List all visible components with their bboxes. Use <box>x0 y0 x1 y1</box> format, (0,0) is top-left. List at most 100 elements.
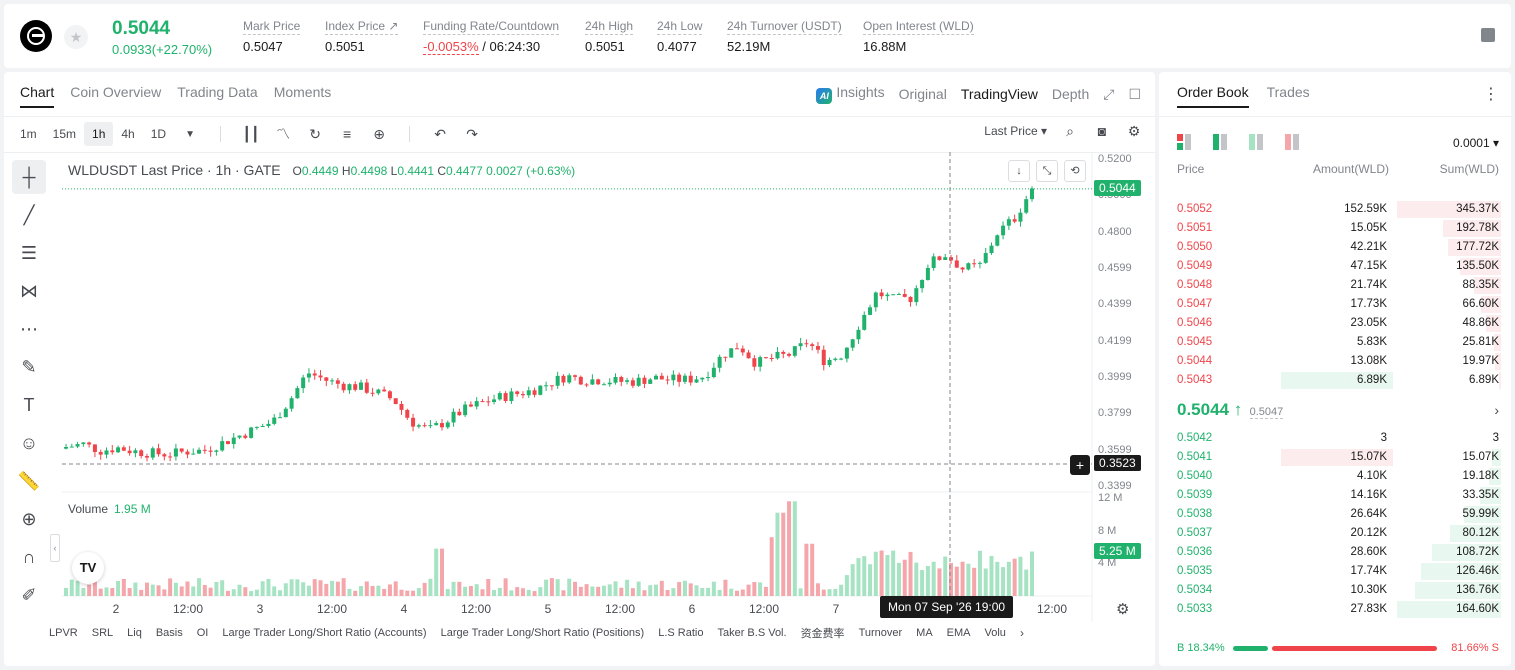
chevron-right-icon[interactable]: › <box>1019 626 1024 640</box>
add-order-icon[interactable]: + <box>1070 455 1090 475</box>
bids-only-icon[interactable] <box>1213 134 1229 150</box>
tab-order-book[interactable]: Order Book <box>1177 84 1249 108</box>
indicator-10[interactable]: Turnover <box>858 627 903 639</box>
ask-row[interactable]: 0.5051 15.05K 192.78K <box>1159 219 1511 238</box>
timeframe-4h[interactable]: 4h <box>121 127 135 141</box>
tradingview-logo[interactable]: TV <box>72 552 104 584</box>
text-icon[interactable]: T <box>23 394 35 415</box>
tab-trading-data[interactable]: Trading Data <box>177 84 258 100</box>
redo-icon[interactable]: ↷ <box>466 125 478 142</box>
indicators-icon[interactable]: 〽 <box>276 126 291 142</box>
arrow-down-icon[interactable]: ↓ <box>1008 160 1030 182</box>
bid-row[interactable]: 0.5033 27.83K 164.60K <box>1159 600 1511 619</box>
ask-row[interactable]: 0.5044 13.08K 19.97K <box>1159 352 1511 371</box>
indicator-12[interactable]: EMA <box>946 627 971 639</box>
tab-coin-overview[interactable]: Coin Overview <box>70 84 162 100</box>
magnet-icon[interactable]: ∩ <box>22 546 36 567</box>
candle-body <box>503 393 508 401</box>
bid-row[interactable]: 0.5041 15.07K 15.07K <box>1159 448 1511 467</box>
ohlc-values: O0.4449 H0.4498 L0.4441 C0.4477 0.0027 (… <box>292 164 576 178</box>
volume-bar <box>260 581 265 596</box>
ask-row[interactable]: 0.5046 23.05K 48.86K <box>1159 314 1511 333</box>
candle-body <box>69 446 74 448</box>
bid-row[interactable]: 0.5040 4.10K 19.18K <box>1159 467 1511 486</box>
ask-row[interactable]: 0.5043 6.89K 6.89K <box>1159 371 1511 390</box>
tab-original[interactable]: Original <box>898 86 947 102</box>
tab-tradingview[interactable]: TradingView <box>960 86 1038 102</box>
indicator-5[interactable]: Large Trader Long/Short Ratio (Accounts) <box>222 627 427 639</box>
price-type-select[interactable]: Last Price ▾ <box>984 124 1047 138</box>
volume-bar <box>740 589 745 596</box>
chevron-right-icon[interactable]: › <box>1494 402 1499 418</box>
ask-row[interactable]: 0.5045 5.83K 25.81K <box>1159 333 1511 352</box>
ask-row[interactable]: 0.5048 21.74K 88.35K <box>1159 276 1511 295</box>
asks-bids-icon[interactable] <box>1249 134 1265 150</box>
fib-icon[interactable]: ☰ <box>20 242 38 263</box>
crosshair-icon[interactable]: ┼ <box>12 160 46 194</box>
indicator-9[interactable]: 资金费率 <box>800 628 845 640</box>
replay-icon[interactable]: ↻ <box>309 125 321 142</box>
collapse-tools-handle[interactable]: ‹ <box>50 534 60 562</box>
tab-chart[interactable]: Chart <box>20 84 54 108</box>
mid-price[interactable]: 0.5044 ↑ 0.5047 › <box>1177 400 1499 419</box>
pattern-icon[interactable]: ⋈ <box>20 280 38 301</box>
ask-row[interactable]: 0.5049 47.15K 135.50K <box>1159 257 1511 276</box>
indicator-0[interactable]: LPVR <box>49 627 78 639</box>
timeframe-1m[interactable]: 1m <box>20 127 37 141</box>
camera-icon[interactable]: ◙ <box>1097 123 1107 139</box>
both-sides-icon[interactable] <box>1177 134 1193 150</box>
expand-icon[interactable]: ⤢ <box>1103 85 1115 102</box>
bid-row[interactable]: 0.5039 14.16K 33.35K <box>1159 486 1511 505</box>
brush-icon[interactable]: ✎ <box>21 356 37 377</box>
chevron-down-icon[interactable]: ▼ <box>185 128 196 140</box>
ruler-icon[interactable]: 📏 <box>17 470 41 491</box>
add-alert-icon[interactable]: ⊕ <box>373 125 385 142</box>
search-icon[interactable]: ⌕ <box>1066 122 1074 139</box>
indicator-6[interactable]: Large Trader Long/Short Ratio (Positions… <box>440 627 645 639</box>
projection-icon[interactable]: ⋯ <box>20 318 38 339</box>
indicator-3[interactable]: Basis <box>155 627 183 639</box>
precision-select[interactable]: 0.0001 ▾ <box>1452 136 1499 150</box>
window-icon[interactable]: ☐ <box>1128 85 1141 102</box>
more-icon[interactable]: ⋮ <box>1483 86 1499 103</box>
collapse-icon[interactable]: ⤡ <box>1036 160 1058 182</box>
bid-row[interactable]: 0.5042 3 3 <box>1159 429 1511 448</box>
timeframe-15m[interactable]: 15m <box>52 127 77 141</box>
indicator-8[interactable]: Taker B.S Vol. <box>717 627 787 639</box>
book-icon[interactable] <box>1481 28 1495 42</box>
undo-icon[interactable]: ↶ <box>434 125 446 142</box>
emoji-icon[interactable]: ☺ <box>19 432 39 453</box>
timeframe-1h[interactable]: 1h <box>84 122 114 146</box>
templates-icon[interactable]: ≡ <box>342 126 352 142</box>
bid-row[interactable]: 0.5036 28.60K 108.72K <box>1159 543 1511 562</box>
indicator-1[interactable]: SRL <box>91 627 114 639</box>
favorite-star-icon[interactable]: ★ <box>64 25 88 49</box>
indicator-4[interactable]: OI <box>196 627 209 639</box>
timeframe-1d[interactable]: 1D <box>150 127 167 141</box>
depth-bar <box>1488 468 1501 485</box>
indicator-2[interactable]: Liq <box>127 627 142 639</box>
asks-only-icon[interactable] <box>1285 134 1301 150</box>
tab-depth[interactable]: Depth <box>1051 86 1090 102</box>
indicator-7[interactable]: L.S Ratio <box>658 627 704 639</box>
ask-row[interactable]: 0.5052 152.59K 345.37K <box>1159 200 1511 219</box>
bid-row[interactable]: 0.5035 17.74K 126.46K <box>1159 562 1511 581</box>
gear-icon[interactable]: ⚙ <box>1116 601 1130 618</box>
bid-row[interactable]: 0.5038 26.64K 59.99K <box>1159 505 1511 524</box>
candle-type-icon[interactable]: ┃┃ <box>242 125 260 142</box>
candlestick-chart[interactable] <box>4 72 1155 666</box>
tab-trades[interactable]: Trades <box>1266 84 1310 100</box>
zoom-icon[interactable]: ⊕ <box>21 508 37 529</box>
refresh-icon[interactable]: ⟲ <box>1064 160 1086 182</box>
insights-tab[interactable]: AI Insights <box>816 84 885 104</box>
bid-row[interactable]: 0.5034 10.30K 136.76K <box>1159 581 1511 600</box>
gear-icon[interactable]: ⚙ <box>1127 122 1141 139</box>
trend-line-icon[interactable]: ╱ <box>23 204 35 225</box>
pencil-icon[interactable]: ✐ <box>21 584 37 605</box>
bid-row[interactable]: 0.5037 20.12K 80.12K <box>1159 524 1511 543</box>
tab-moments[interactable]: Moments <box>273 84 332 100</box>
indicator-11[interactable]: MA <box>916 627 933 639</box>
ask-row[interactable]: 0.5050 42.21K 177.72K <box>1159 238 1511 257</box>
indicator-13[interactable]: Volu <box>984 627 1006 639</box>
ask-row[interactable]: 0.5047 17.73K 66.60K <box>1159 295 1511 314</box>
